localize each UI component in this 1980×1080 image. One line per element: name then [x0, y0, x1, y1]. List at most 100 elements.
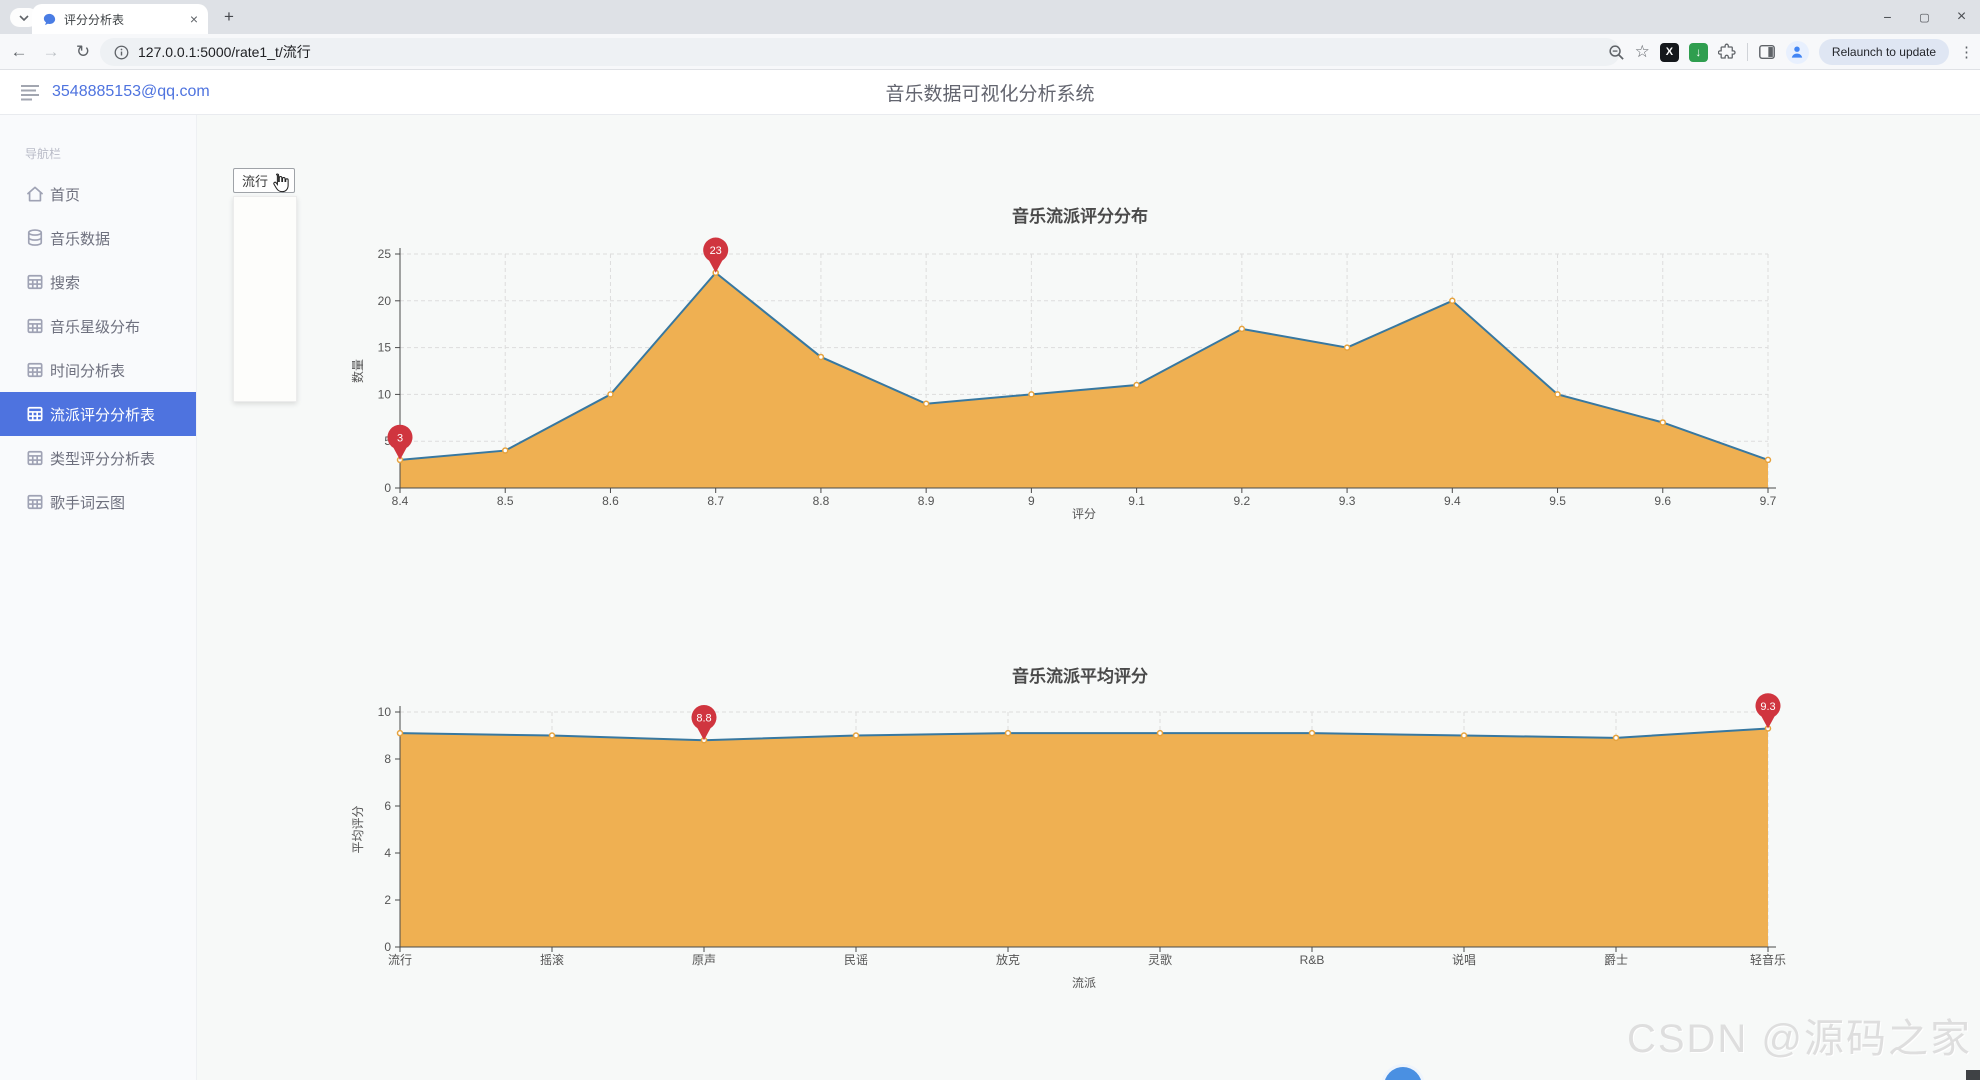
svg-text:流行: 流行: [388, 953, 412, 967]
svg-text:说唱: 说唱: [1452, 952, 1476, 967]
page-title: 音乐数据可视化分析系统: [885, 83, 1095, 105]
zoom-icon[interactable]: [1608, 44, 1625, 61]
address-bar[interactable]: 127.0.0.1:5000/rate1_t/流行: [100, 38, 1620, 66]
sidebar-item-4[interactable]: 音乐星级分布: [0, 304, 196, 348]
table-icon: [25, 448, 45, 468]
table-icon: [25, 316, 45, 336]
relaunch-to-update-button[interactable]: Relaunch to update: [1818, 39, 1949, 65]
browser-toolbar: ← → ↻ 127.0.0.1:5000/rate1_t/流行 ☆ X ↓ Re…: [0, 34, 1980, 70]
corner-decoration: [1966, 1070, 1980, 1080]
download-extension-icon[interactable]: ↓: [1688, 42, 1708, 62]
svg-text:平均评分: 平均评分: [351, 805, 365, 853]
window-minimize-button[interactable]: −: [1883, 9, 1892, 25]
chart2-title: 音乐流派平均评分: [1012, 667, 1148, 686]
table-icon: [25, 360, 45, 380]
svg-text:8.8: 8.8: [813, 494, 830, 508]
genre-select-value: 流行: [242, 174, 269, 189]
svg-text:数量: 数量: [350, 359, 365, 383]
reload-button[interactable]: ↻: [75, 41, 91, 61]
svg-text:20: 20: [378, 294, 392, 308]
x-extension-icon[interactable]: X: [1659, 42, 1679, 62]
svg-text:9.3: 9.3: [1760, 701, 1775, 713]
svg-text:10: 10: [378, 705, 392, 719]
table-icon: [25, 404, 45, 424]
sidebar-item-2[interactable]: 音乐数据: [0, 216, 196, 260]
floating-action-button[interactable]: [1384, 1067, 1422, 1080]
svg-text:8.6: 8.6: [602, 494, 619, 508]
svg-text:8: 8: [384, 752, 391, 766]
site-info-icon[interactable]: [114, 45, 129, 60]
svg-text:0: 0: [384, 940, 391, 954]
window-controls: − ▢ ×: [1869, 0, 1980, 34]
chevron-down-icon: [19, 14, 29, 21]
table-icon: [25, 272, 45, 292]
svg-text:9.4: 9.4: [1444, 494, 1461, 508]
svg-text:9.5: 9.5: [1549, 494, 1566, 508]
svg-text:民谣: 民谣: [844, 953, 868, 967]
sidebar-item-label: 音乐数据: [50, 230, 111, 248]
svg-text:爵士: 爵士: [1604, 953, 1628, 967]
genre-dropdown-panel[interactable]: [233, 196, 297, 402]
home-icon: [25, 184, 45, 204]
svg-text:评分: 评分: [1072, 507, 1096, 521]
svg-text:8.9: 8.9: [918, 494, 935, 508]
svg-text:9.2: 9.2: [1234, 494, 1251, 508]
sidebar-item-label: 时间分析表: [50, 362, 126, 380]
url-text[interactable]: 127.0.0.1:5000/rate1_t/流行: [138, 44, 311, 60]
database-icon: [25, 228, 45, 248]
window-close-button[interactable]: ×: [1956, 8, 1967, 25]
sidebar-item-7[interactable]: 类型评分分析表: [0, 436, 196, 480]
browser-tab[interactable]: 评分分析表 ×: [32, 4, 208, 34]
profile-avatar[interactable]: [1785, 40, 1809, 64]
svg-text:3: 3: [397, 432, 403, 444]
svg-text:灵歌: 灵歌: [1148, 952, 1172, 967]
sidebar-item-8[interactable]: 歌手词云图: [0, 480, 196, 524]
marker-pin-max: 23: [703, 237, 729, 273]
browser-menu-icon[interactable]: ⋮: [1959, 44, 1974, 61]
svg-text:15: 15: [378, 341, 392, 355]
sidebar-item-1[interactable]: 首页: [0, 172, 196, 216]
chart1-title: 音乐流派评分分布: [1012, 207, 1148, 226]
forward-button: →: [42, 41, 60, 61]
svg-text:9.1: 9.1: [1128, 494, 1145, 508]
svg-text:流派: 流派: [1072, 976, 1096, 990]
svg-text:5: 5: [384, 434, 391, 448]
tab-close-icon[interactable]: ×: [189, 11, 198, 27]
sidebar-item-6[interactable]: 流派评分分析表: [0, 392, 196, 436]
svg-text:23: 23: [710, 245, 722, 257]
svg-text:4: 4: [384, 846, 391, 860]
person-icon: [1792, 46, 1803, 58]
sidebar-item-label: 首页: [50, 186, 81, 204]
back-button[interactable]: ←: [10, 41, 28, 61]
extensions-puzzle-icon[interactable]: [1717, 43, 1737, 62]
sidebar: 导航栏 首页音乐数据搜索音乐星级分布时间分析表流派评分分析表类型评分分析表歌手词…: [0, 115, 197, 1080]
sidebar-section-label: 导航栏: [25, 147, 62, 161]
sidebar-item-label: 搜索: [50, 274, 81, 292]
sidebar-item-label: 流派评分分析表: [50, 406, 156, 424]
svg-text:10: 10: [378, 387, 392, 401]
sidebar-item-3[interactable]: 搜索: [0, 260, 196, 304]
user-email-link[interactable]: 3548885153@qq.com: [52, 83, 210, 100]
hamburger-menu-icon[interactable]: [20, 82, 40, 102]
table-icon: [25, 492, 45, 512]
tab-search-button[interactable]: [10, 8, 38, 27]
svg-text:6: 6: [384, 799, 391, 813]
app-header: 3548885153@qq.com 音乐数据可视化分析系统: [0, 70, 1980, 115]
svg-text:9.6: 9.6: [1654, 494, 1671, 508]
svg-text:R&B: R&B: [1300, 953, 1325, 967]
tab-title: 评分分析表: [64, 12, 125, 27]
toolbar-right-cluster: ☆ X ↓ Relaunch to update ⋮: [1608, 38, 1974, 66]
svg-text:9.3: 9.3: [1339, 494, 1356, 508]
window-maximize-button[interactable]: ▢: [1919, 11, 1930, 24]
new-tab-button[interactable]: +: [224, 7, 234, 26]
sidebar-item-label: 歌手词云图: [50, 494, 126, 512]
main-content: 流行 音乐流派评分分布 0 5 10 15 20 25 8.4 8.5 8.6 8.7 8.8 8.9…: [197, 115, 1980, 1080]
genre-select[interactable]: 流行: [233, 168, 295, 193]
side-panel-icon[interactable]: [1758, 43, 1776, 61]
svg-text:摇滚: 摇滚: [540, 952, 564, 967]
bookmark-star-icon[interactable]: ☆: [1634, 42, 1650, 61]
svg-text:轻音乐: 轻音乐: [1750, 952, 1786, 967]
toolbar-separator: [1746, 43, 1748, 61]
sidebar-item-5[interactable]: 时间分析表: [0, 348, 196, 392]
